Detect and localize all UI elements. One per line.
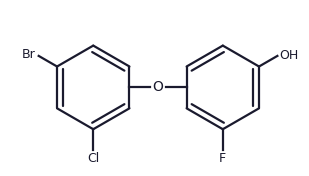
- Text: OH: OH: [280, 49, 299, 62]
- Text: Br: Br: [21, 48, 35, 61]
- Text: F: F: [219, 152, 226, 165]
- Text: Cl: Cl: [87, 152, 99, 165]
- Text: O: O: [153, 80, 163, 94]
